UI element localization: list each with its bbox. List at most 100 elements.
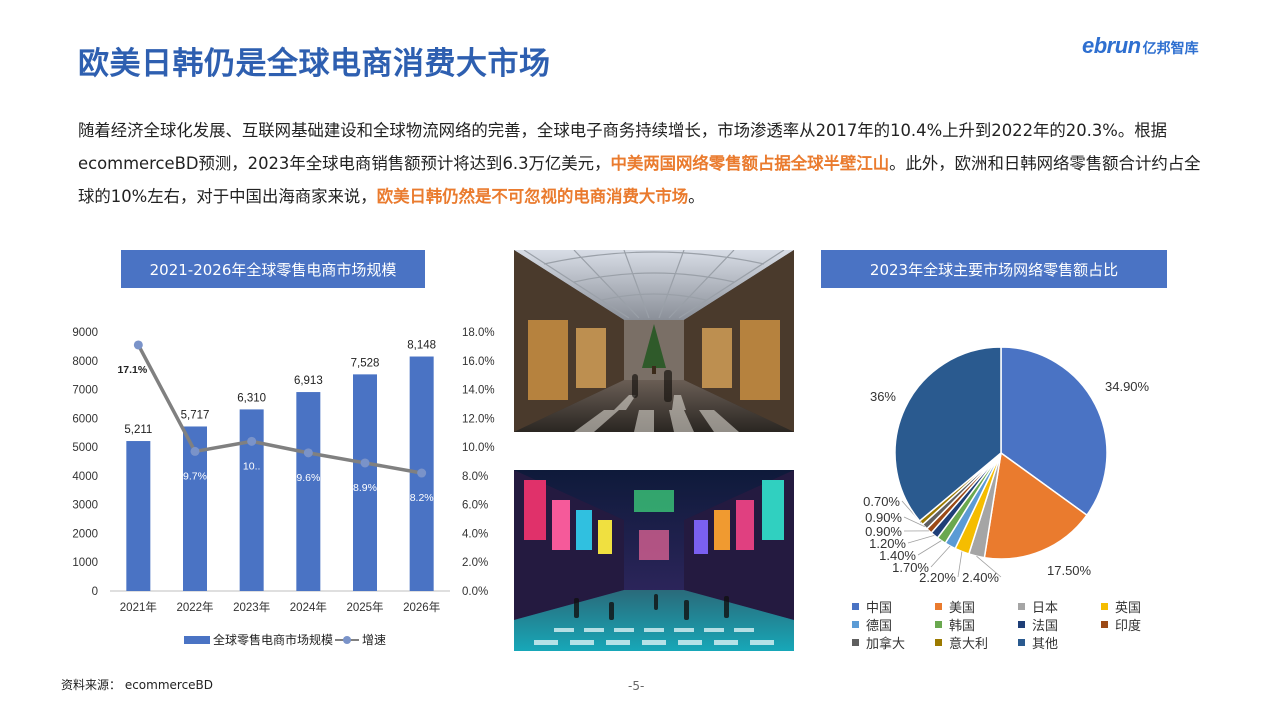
y-left-tick: 9000 xyxy=(72,327,98,339)
pie-leader-line xyxy=(976,555,1002,578)
growth-point xyxy=(360,458,370,468)
growth-value-label: 17.1% xyxy=(117,364,147,376)
y-right-tick: 16.0% xyxy=(462,356,495,368)
x-tick-label: 2024年 xyxy=(290,600,327,614)
y-right-tick: 12.0% xyxy=(462,413,495,425)
pie-legend: 中国 美国 日本 英国 德国 韩国 法国 印度 加拿大 意大利 其他 xyxy=(852,598,1152,652)
growth-point xyxy=(303,448,313,458)
x-tick-label: 2026年 xyxy=(403,600,440,614)
y-left-tick: 1000 xyxy=(72,557,98,569)
y-right-tick: 18.0% xyxy=(462,327,495,339)
pie-slice xyxy=(983,451,1088,560)
y-left-tick: 2000 xyxy=(72,528,98,540)
y-left-tick: 5000 xyxy=(72,442,98,454)
page-number: -5- xyxy=(628,679,645,693)
growth-value-label: 9.7% xyxy=(183,470,207,482)
growth-value-label: 8.9% xyxy=(353,482,377,494)
pie-value-label: 34.90% xyxy=(1105,379,1150,394)
pie-leader-line xyxy=(907,535,935,544)
legend-label: 加拿大 xyxy=(866,637,906,652)
x-tick-label: 2022年 xyxy=(176,600,213,614)
bar xyxy=(353,374,377,591)
legend-label-line: 增速 xyxy=(362,633,387,647)
y-right-tick: 2.0% xyxy=(462,557,488,569)
legend-swatch xyxy=(852,639,859,646)
growth-value-label: 10.. xyxy=(243,460,261,472)
growth-value-label: 8.2% xyxy=(410,492,434,504)
x-tick-label: 2023年 xyxy=(233,600,270,614)
pie-value-label: 36% xyxy=(870,389,896,404)
pie-legend-item: 英国 xyxy=(1101,598,1161,616)
legend-swatch xyxy=(1101,621,1108,628)
pie-slice xyxy=(1000,346,1108,517)
intro-text: 。此外，欧洲和日韩网络零售额合计约占全球的10%左右，对于中国出海商家来说， xyxy=(78,154,1201,206)
pie-legend-item: 中国 xyxy=(852,598,935,616)
pie-legend-item: 意大利 xyxy=(935,634,1018,652)
legend-label: 法国 xyxy=(1032,619,1059,634)
pie-legend-item: 美国 xyxy=(935,598,1018,616)
neon-street-photo xyxy=(514,470,794,651)
y-left-tick: 6000 xyxy=(72,413,98,425)
pie-value-label: 2.40% xyxy=(962,570,999,585)
bar xyxy=(296,392,321,591)
pie-value-label: 17.50% xyxy=(1047,563,1092,578)
legend-label: 其他 xyxy=(1032,637,1059,652)
y-left-tick: 3000 xyxy=(72,500,98,512)
pie-leader-line xyxy=(930,545,951,568)
page-title: 欧美日韩仍是全球电商消费大市场 xyxy=(78,46,551,82)
legend-label: 韩国 xyxy=(949,619,976,634)
pie-legend-item: 印度 xyxy=(1101,616,1161,634)
legend-label: 德国 xyxy=(866,619,893,634)
pie-legend-item: 法国 xyxy=(1018,616,1101,634)
pie-chart-title: 2023年全球主要市场网络零售额占比 xyxy=(821,250,1167,288)
intro-highlight: 欧美日韩仍然是不可忽视的电商消费大市场 xyxy=(376,187,689,206)
legend-swatch xyxy=(1018,621,1025,628)
legend-swatch xyxy=(1018,603,1025,610)
legend-label: 日本 xyxy=(1032,601,1059,616)
intro-highlight: 中美两国网络零售额占据全球半壁江山 xyxy=(610,154,890,173)
pie-value-label: 0.90% xyxy=(865,524,902,539)
pie-value-label: 1.70% xyxy=(892,560,929,575)
ebrun-logo: ebrun 亿邦智库 xyxy=(1082,33,1199,61)
legend-label: 中国 xyxy=(866,601,893,616)
logo-text: 亿邦智库 xyxy=(1142,41,1199,57)
legend-label: 意大利 xyxy=(949,637,989,652)
pie-legend-item: 日本 xyxy=(1018,598,1101,616)
intro-paragraph: 随着经济全球化发展、互联网基础建设和全球物流网络的完善，全球电子商务持续增长，市… xyxy=(78,114,1208,213)
legend-swatch xyxy=(852,621,859,628)
legend-swatch xyxy=(1018,639,1025,646)
x-tick-label: 2025年 xyxy=(346,600,383,614)
legend-label: 印度 xyxy=(1115,619,1142,634)
y-left-tick: 8000 xyxy=(72,356,98,368)
intro-text: 随着经济全球化发展、互联网基础建设和全球物流网络的完善，全球电子商务持续增长，市… xyxy=(78,121,1168,173)
y-left-tick: 4000 xyxy=(72,471,98,483)
pie-legend-item: 韩国 xyxy=(935,616,1018,634)
pie-legend-item: 其他 xyxy=(1018,634,1101,652)
bar-value-label: 5,717 xyxy=(181,409,210,421)
bar-legend-swatch xyxy=(184,635,210,644)
y-right-tick: 4.0% xyxy=(462,528,488,540)
market-size-combo-chart: 0 1000 2000 3000 4000 5000 6000 7000 8000 9000 0.0… xyxy=(72,327,494,614)
y-right-tick: 10.0% xyxy=(462,442,495,454)
growth-point xyxy=(417,468,427,478)
pie-leader-line xyxy=(957,551,963,578)
y-right-tick: 8.0% xyxy=(462,471,488,483)
bar-value-label: 5,211 xyxy=(124,424,152,436)
pie-slice xyxy=(894,346,1002,522)
pie-value-label: 0.70% xyxy=(863,494,900,509)
bar-value-label: 6,310 xyxy=(237,392,266,404)
legend-swatch xyxy=(1101,603,1108,610)
x-tick-label: 2021年 xyxy=(120,600,157,614)
legend-swatch xyxy=(935,639,942,646)
y-right-tick: 0.0% xyxy=(462,586,488,598)
logo-mark: ebrun xyxy=(1082,33,1141,58)
combo-legend: 全球零售电商市场规模 增速 xyxy=(184,631,386,648)
growth-value-label: 9.6% xyxy=(296,472,320,484)
intro-text: 。 xyxy=(688,187,705,206)
y-left-tick: 7000 xyxy=(72,385,98,397)
pie-legend-item: 加拿大 xyxy=(852,634,935,652)
pie-legend-item: 德国 xyxy=(852,616,935,634)
market-share-pie-chart: 34.90%17.50%2.40%2.20%1.70%1.40%1.20%0.9… xyxy=(863,346,1150,585)
shopping-arcade-photo xyxy=(514,250,794,432)
y-left-tick: 0 xyxy=(92,586,98,598)
